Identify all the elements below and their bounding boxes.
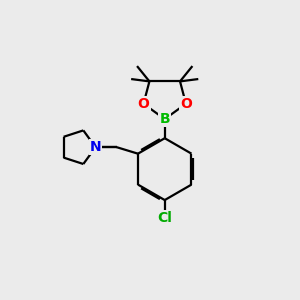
Text: Cl: Cl bbox=[157, 211, 172, 225]
Text: B: B bbox=[159, 112, 170, 126]
Text: O: O bbox=[180, 97, 192, 111]
Text: N: N bbox=[90, 140, 101, 154]
Text: O: O bbox=[138, 97, 149, 111]
Text: N: N bbox=[90, 140, 101, 154]
